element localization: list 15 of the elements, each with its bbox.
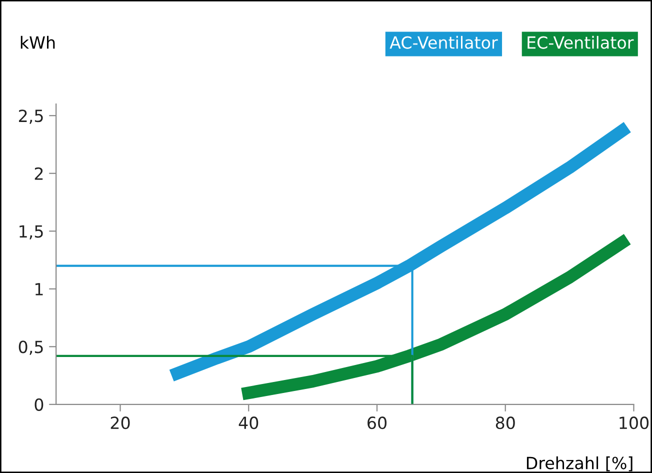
y-tick-label: 2,5 [18,110,43,124]
y-tick-label: 0 [34,398,44,411]
y-tick-label: 0,5 [18,340,43,355]
x-tick-label: 80 [496,416,515,430]
x-tick-label: 20 [110,416,130,430]
y-tick-label: 1 [35,283,43,296]
y-tick-label: 1,5 [20,225,43,240]
x-tick-label: 100 [620,416,649,430]
text: AC-Ventilator [390,36,498,49]
x-tick-label: 60 [368,416,386,430]
y-axis-title: kWh [20,36,55,49]
x-axis-title: Drehzahl [%] [526,456,632,472]
text: EC-Ventilator [528,36,634,49]
y-tick-label: 2 [34,167,43,180]
x-tick-label: 40 [238,416,258,430]
